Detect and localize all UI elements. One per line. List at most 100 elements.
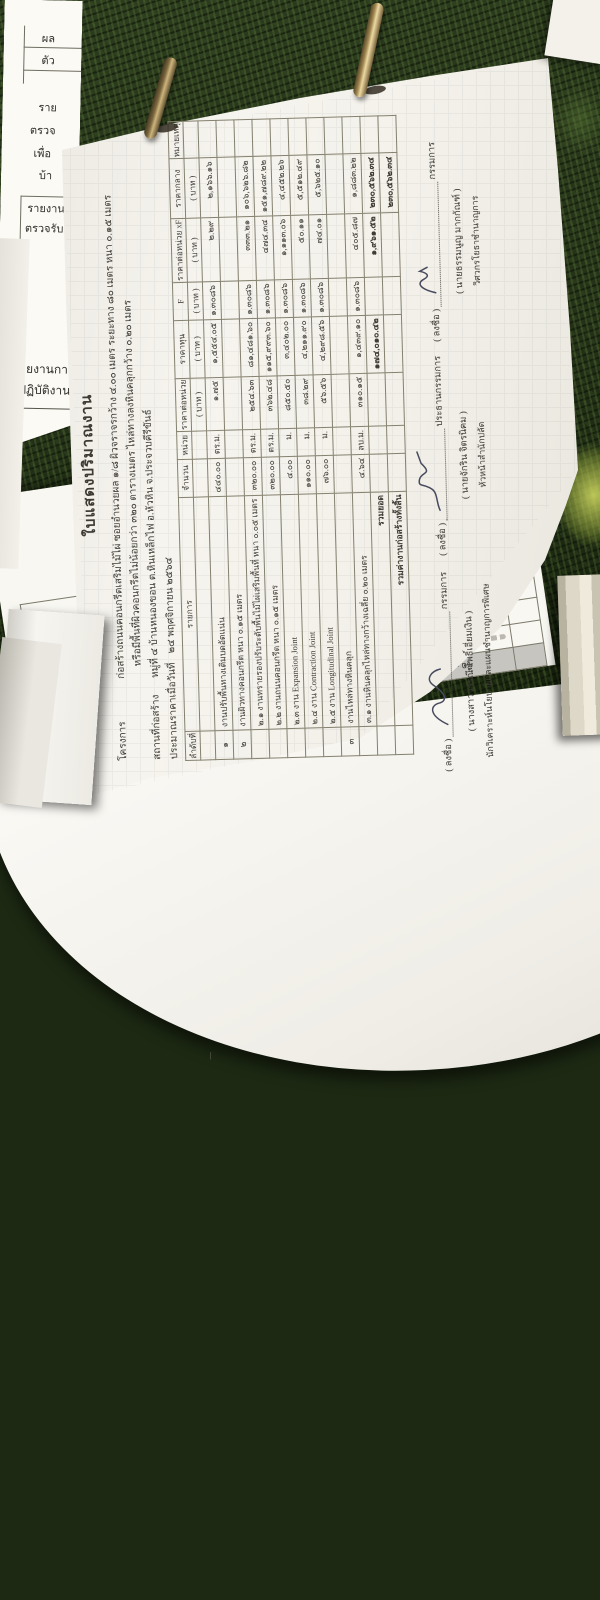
table-cell: [364, 276, 384, 316]
signature-role: กรรมการ: [427, 141, 439, 180]
table-cell: [216, 157, 237, 218]
signer-name: ( นางสาววรรณี โพธิ์เอี่ยมเงิน ): [464, 610, 478, 732]
table-cell: ๕๐.๑๑: [290, 214, 311, 280]
estimate-date-value: ๒๔ พฤศจิกายน ๒๕๖๔: [163, 556, 178, 654]
table-cell: [359, 116, 379, 154]
document-content-rotated: ใบแสดงปริมาณงาน โครงการ ก่อสร้างถนนคอนกร…: [62, 115, 570, 788]
table-cell: ๔.๐๐: [279, 455, 299, 495]
table-cell: ๑๑๐.๐๐: [297, 455, 317, 494]
signature-line: ( ลงชื่อ ) กรรมการ: [417, 141, 445, 342]
signer-position: วิศวกรโยธาชำนาญการ: [469, 195, 483, 286]
table-cell: ๗๔.๐๑: [308, 214, 329, 279]
table-cell: [329, 315, 350, 374]
table-line: [23, 70, 81, 72]
table-cell: ๑: [214, 730, 234, 760]
handwritten-signature: [417, 266, 437, 294]
table-cell: ๓๓๓.๒๑: [236, 216, 257, 281]
table-cell: ๒๓๐,๕๖๒.๓๔: [360, 153, 381, 214]
table-cell: [387, 452, 407, 492]
table-cell: [323, 117, 343, 155]
signer-name: ( นายจักริน จิตรนิคม ): [458, 411, 472, 500]
sign-label: ( ลงชื่อ ): [437, 522, 449, 556]
table-cell: ๔,๒๑๑.๙๐: [293, 316, 314, 375]
table-cell: [224, 429, 244, 459]
column-unit-header: ( บาท ): [183, 158, 201, 219]
table-cell: [250, 729, 270, 759]
table-cell: [324, 154, 345, 215]
boq-table: ลำดับที่ รายการ จำนวน หน่วย ราคาต่อหน่วย ราคา…: [167, 115, 414, 761]
sign-label: ( ลงชื่อ ): [431, 308, 443, 342]
table-cell: ๓๑๐.๑๕: [349, 372, 369, 427]
table-cell: ๔๐๕.๘๗: [344, 213, 365, 278]
table-cell: [380, 212, 401, 277]
table-cell: [332, 426, 352, 455]
table-cell: ลบ.ม.: [350, 426, 370, 455]
column-unit-header: ( บาท ): [188, 319, 206, 378]
table-cell: ๒๕๔.๖๓: [241, 375, 261, 430]
table-cell: ๔,๔๕๒.๒๖: [270, 155, 291, 216]
table-cell: ๑.๓๐๘๖: [256, 279, 276, 319]
handwritten-signature: [428, 668, 449, 726]
table-cell: ๒,๑๖๖.๑๖: [198, 157, 219, 218]
table-cell: [305, 117, 325, 156]
table-cell: [328, 277, 348, 317]
table-cell: [286, 728, 306, 758]
table-cell: ๔๔๐.๐๐: [207, 458, 227, 497]
table-cell: [382, 276, 402, 315]
signature-role: กรรมการ: [439, 571, 451, 610]
column-header: ราคาต่อหน่วย xF: [170, 218, 188, 283]
side-fragment: ราย: [38, 101, 58, 115]
table-cell: ๑,๙๖๑.๕๒: [362, 212, 383, 278]
table-cell: ๓๒๐.๐๐: [243, 456, 263, 496]
table-cell: [376, 725, 396, 756]
table-cell: [377, 115, 397, 154]
table-cell: [269, 118, 289, 157]
table-cell: ๑,๑๑๓.๐๖: [272, 215, 293, 280]
table-cell: ๑๐๖,๖๒๖.๘๒: [234, 156, 255, 217]
table-cell: ๑,๔๓๙.๑๐: [347, 315, 368, 374]
page-edge-mark: —: [206, 1052, 215, 1060]
table-cell: ๔.๖๔: [351, 453, 371, 493]
table-cell: ตร.ม.: [206, 430, 226, 459]
table-cell: ๑๕๑,๗๘๙.๒๒: [252, 156, 273, 217]
table-cell: ๑.๗๕: [205, 376, 225, 431]
table-cell: [386, 425, 406, 454]
table-cell: ม.: [314, 427, 334, 456]
column-unit-header: [191, 430, 208, 459]
table-cell: ม.: [296, 427, 316, 456]
table-cell: ๘๕๐.๕๐: [277, 374, 297, 429]
table-cell: ๒๓๐,๕๖๒.๓๔: [378, 152, 399, 213]
table-cell: [233, 119, 253, 158]
table-cell: [394, 725, 414, 755]
column-header: ราคาทุน: [173, 320, 191, 379]
table-cell: [220, 280, 240, 320]
table-cell: [383, 314, 404, 373]
signature-line: ( ลงชื่อ ) กรรมการ: [428, 571, 457, 772]
table-cell: [251, 119, 271, 157]
column-unit-header: [182, 121, 199, 159]
handwritten-signature: [416, 451, 442, 512]
signature-block-chairman: ( ลงชื่อ ) ประธานกรรมการ ( นายจักริน จิต…: [416, 354, 492, 556]
table-cell: ๔,๒๙๘.๕๖: [311, 316, 332, 375]
column-unit-header: ( บาท ): [185, 217, 203, 283]
table-cell: [215, 120, 235, 158]
column-header: ราคาต่อหน่วย: [175, 377, 192, 432]
table-cell: [221, 318, 242, 377]
table-cell: ๕,๖๒๕.๑๐: [306, 154, 327, 215]
signature-line: ( ลงชื่อ ) ประธานกรรมการ: [416, 356, 451, 556]
side-fragment: ตรวจ: [29, 124, 56, 138]
column-header: F: [172, 282, 189, 321]
table-cell: [225, 457, 245, 496]
table-cell: [369, 453, 389, 492]
bill-of-quantities-sheet: ใบแสดงปริมาณงาน โครงการ ก่อสร้างถนนคอนกร…: [0, 58, 600, 1600]
side-fragment: ตรวจรับ: [24, 222, 64, 236]
signer-position: หัวหน้าสำนักปลัด: [475, 421, 488, 488]
signature-block-committee-1: ( ลงชื่อ ) กรรมการ ( นางสาววรรณี โพธิ์เอ…: [428, 570, 498, 772]
table-cell: [322, 727, 342, 757]
table-cell: ๔๗๔.๓๔: [254, 215, 275, 281]
table-cell: ๑.๓๐๘๖: [310, 278, 330, 317]
paper-stack-right: [557, 574, 600, 736]
table-cell: ๒.๒๙: [200, 217, 221, 282]
table-cell: [341, 116, 361, 155]
estimate-date-label: ประมาณราคาเมื่อวันที่: [166, 662, 181, 760]
